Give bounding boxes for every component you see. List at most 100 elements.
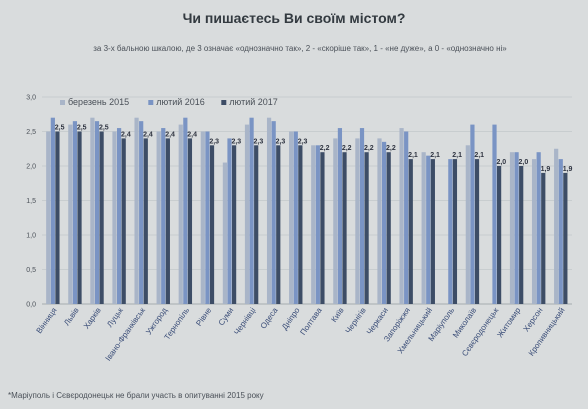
data-label: 2,1 [452, 152, 462, 159]
bar-3 [430, 159, 435, 304]
bar-2 [381, 141, 387, 304]
legend-label: лютий 2017 [229, 97, 278, 107]
bars [46, 117, 568, 305]
bar-2 [448, 159, 453, 304]
bar-1 [289, 131, 294, 304]
data-label: 2,1 [430, 152, 440, 159]
data-label: 2,0 [519, 159, 529, 166]
legend-label: лютий 2016 [156, 97, 205, 107]
bar-1 [355, 138, 360, 304]
x-tick-label: Суми [217, 306, 236, 327]
data-label: 2,3 [209, 138, 219, 145]
bar-2 [227, 138, 232, 304]
bar-3 [497, 166, 502, 304]
bar-1 [90, 117, 95, 304]
bar-2 [50, 117, 55, 304]
bar-2 [116, 128, 122, 304]
bar-3 [55, 131, 60, 304]
y-tick-label: 0,5 [26, 267, 36, 274]
bar-1 [244, 124, 250, 304]
data-label: 2,2 [386, 145, 396, 152]
bar-2 [558, 159, 563, 304]
bar-1 [311, 145, 316, 304]
bar-3 [276, 145, 281, 304]
data-label: 2,3 [298, 138, 308, 145]
x-tick-label: Чернівці [232, 306, 257, 337]
x-tick-label: Рівне [194, 306, 213, 328]
bar-1 [554, 148, 559, 304]
bar-3 [563, 172, 568, 304]
bar-1 [465, 145, 470, 304]
bar-2 [492, 124, 497, 304]
bar-1 [68, 124, 73, 304]
legend-swatch [60, 100, 65, 105]
bar-1 [377, 138, 382, 304]
bar-3 [99, 131, 104, 304]
bar-2 [161, 128, 166, 304]
bar-2 [404, 131, 409, 304]
x-axis-ticks: Вінниця Львів Харків ЛуцькІвано-ФранківськУ… [34, 306, 566, 363]
legend-swatch [148, 100, 154, 105]
data-label: 2,5 [99, 125, 109, 132]
x-tick-label: Київ [329, 306, 345, 324]
x-tick-label: Дніпро [280, 306, 302, 332]
bar-3 [452, 159, 458, 304]
y-tick-label: 1,5 [26, 198, 36, 205]
x-tick-label: Харків [82, 306, 103, 331]
bar-2 [293, 131, 298, 304]
y-tick-label: 2,0 [26, 164, 36, 171]
data-label: 2,3 [231, 138, 241, 145]
bar-1 [399, 128, 404, 304]
data-label: 2,4 [165, 131, 175, 138]
bar-2 [470, 124, 475, 304]
data-label: 2,2 [364, 145, 374, 152]
data-label: 2,2 [320, 145, 330, 152]
bar-3 [209, 145, 215, 304]
bar-1 [531, 159, 537, 304]
bar-2 [249, 117, 254, 304]
y-axis-ticks: 0,0 0,5 1,0 1,5 2,0 2,5 3,0 [26, 95, 36, 309]
bar-2 [536, 152, 541, 304]
data-label: 2,4 [143, 131, 153, 138]
bar-2 [72, 121, 78, 305]
bar-2 [315, 145, 320, 304]
y-tick-label: 1,0 [26, 233, 36, 240]
bar-3 [519, 166, 524, 304]
x-tick-label: Львів [62, 306, 81, 327]
bar-1 [156, 131, 161, 304]
bar-2 [183, 117, 188, 304]
data-label: 2,3 [254, 138, 264, 145]
bar-3 [342, 152, 347, 304]
legend-label: березень 2015 [68, 97, 129, 107]
y-tick-label: 2,5 [26, 129, 36, 136]
bar-2 [359, 128, 365, 304]
bar-3 [232, 145, 237, 304]
bar-3 [474, 159, 480, 304]
bar-3 [165, 138, 170, 304]
bar-1 [200, 131, 205, 304]
bar-1 [46, 131, 51, 304]
bar-3 [364, 152, 369, 304]
bar-2 [139, 121, 144, 305]
bar-2 [205, 131, 210, 304]
data-labels: 2,5 2,5 2,5 2,4 2,4 2,4 2,4 2,3 2,3 2,3 2,3 2,3 2,2 2… [55, 125, 573, 173]
bar-1 [112, 131, 117, 304]
data-label: 2,0 [496, 159, 506, 166]
legend-swatch [221, 100, 227, 105]
bar-1 [509, 152, 515, 304]
bar-3 [121, 138, 126, 304]
bar-2 [426, 155, 431, 304]
bar-3 [408, 159, 413, 304]
chart-title: Чи пишаєтесь Ви своїм містом? [182, 10, 406, 26]
data-label: 2,5 [55, 125, 65, 132]
bar-1 [178, 124, 183, 304]
y-tick-label: 0,0 [26, 302, 36, 309]
data-label: 2,4 [187, 131, 197, 138]
bar-1 [421, 152, 426, 304]
bar-3 [254, 145, 259, 304]
data-label: 1,9 [563, 166, 573, 173]
x-tick-label: Херсон [522, 306, 545, 333]
x-tick-label: Полтава [298, 306, 324, 337]
bar-1 [266, 117, 272, 304]
